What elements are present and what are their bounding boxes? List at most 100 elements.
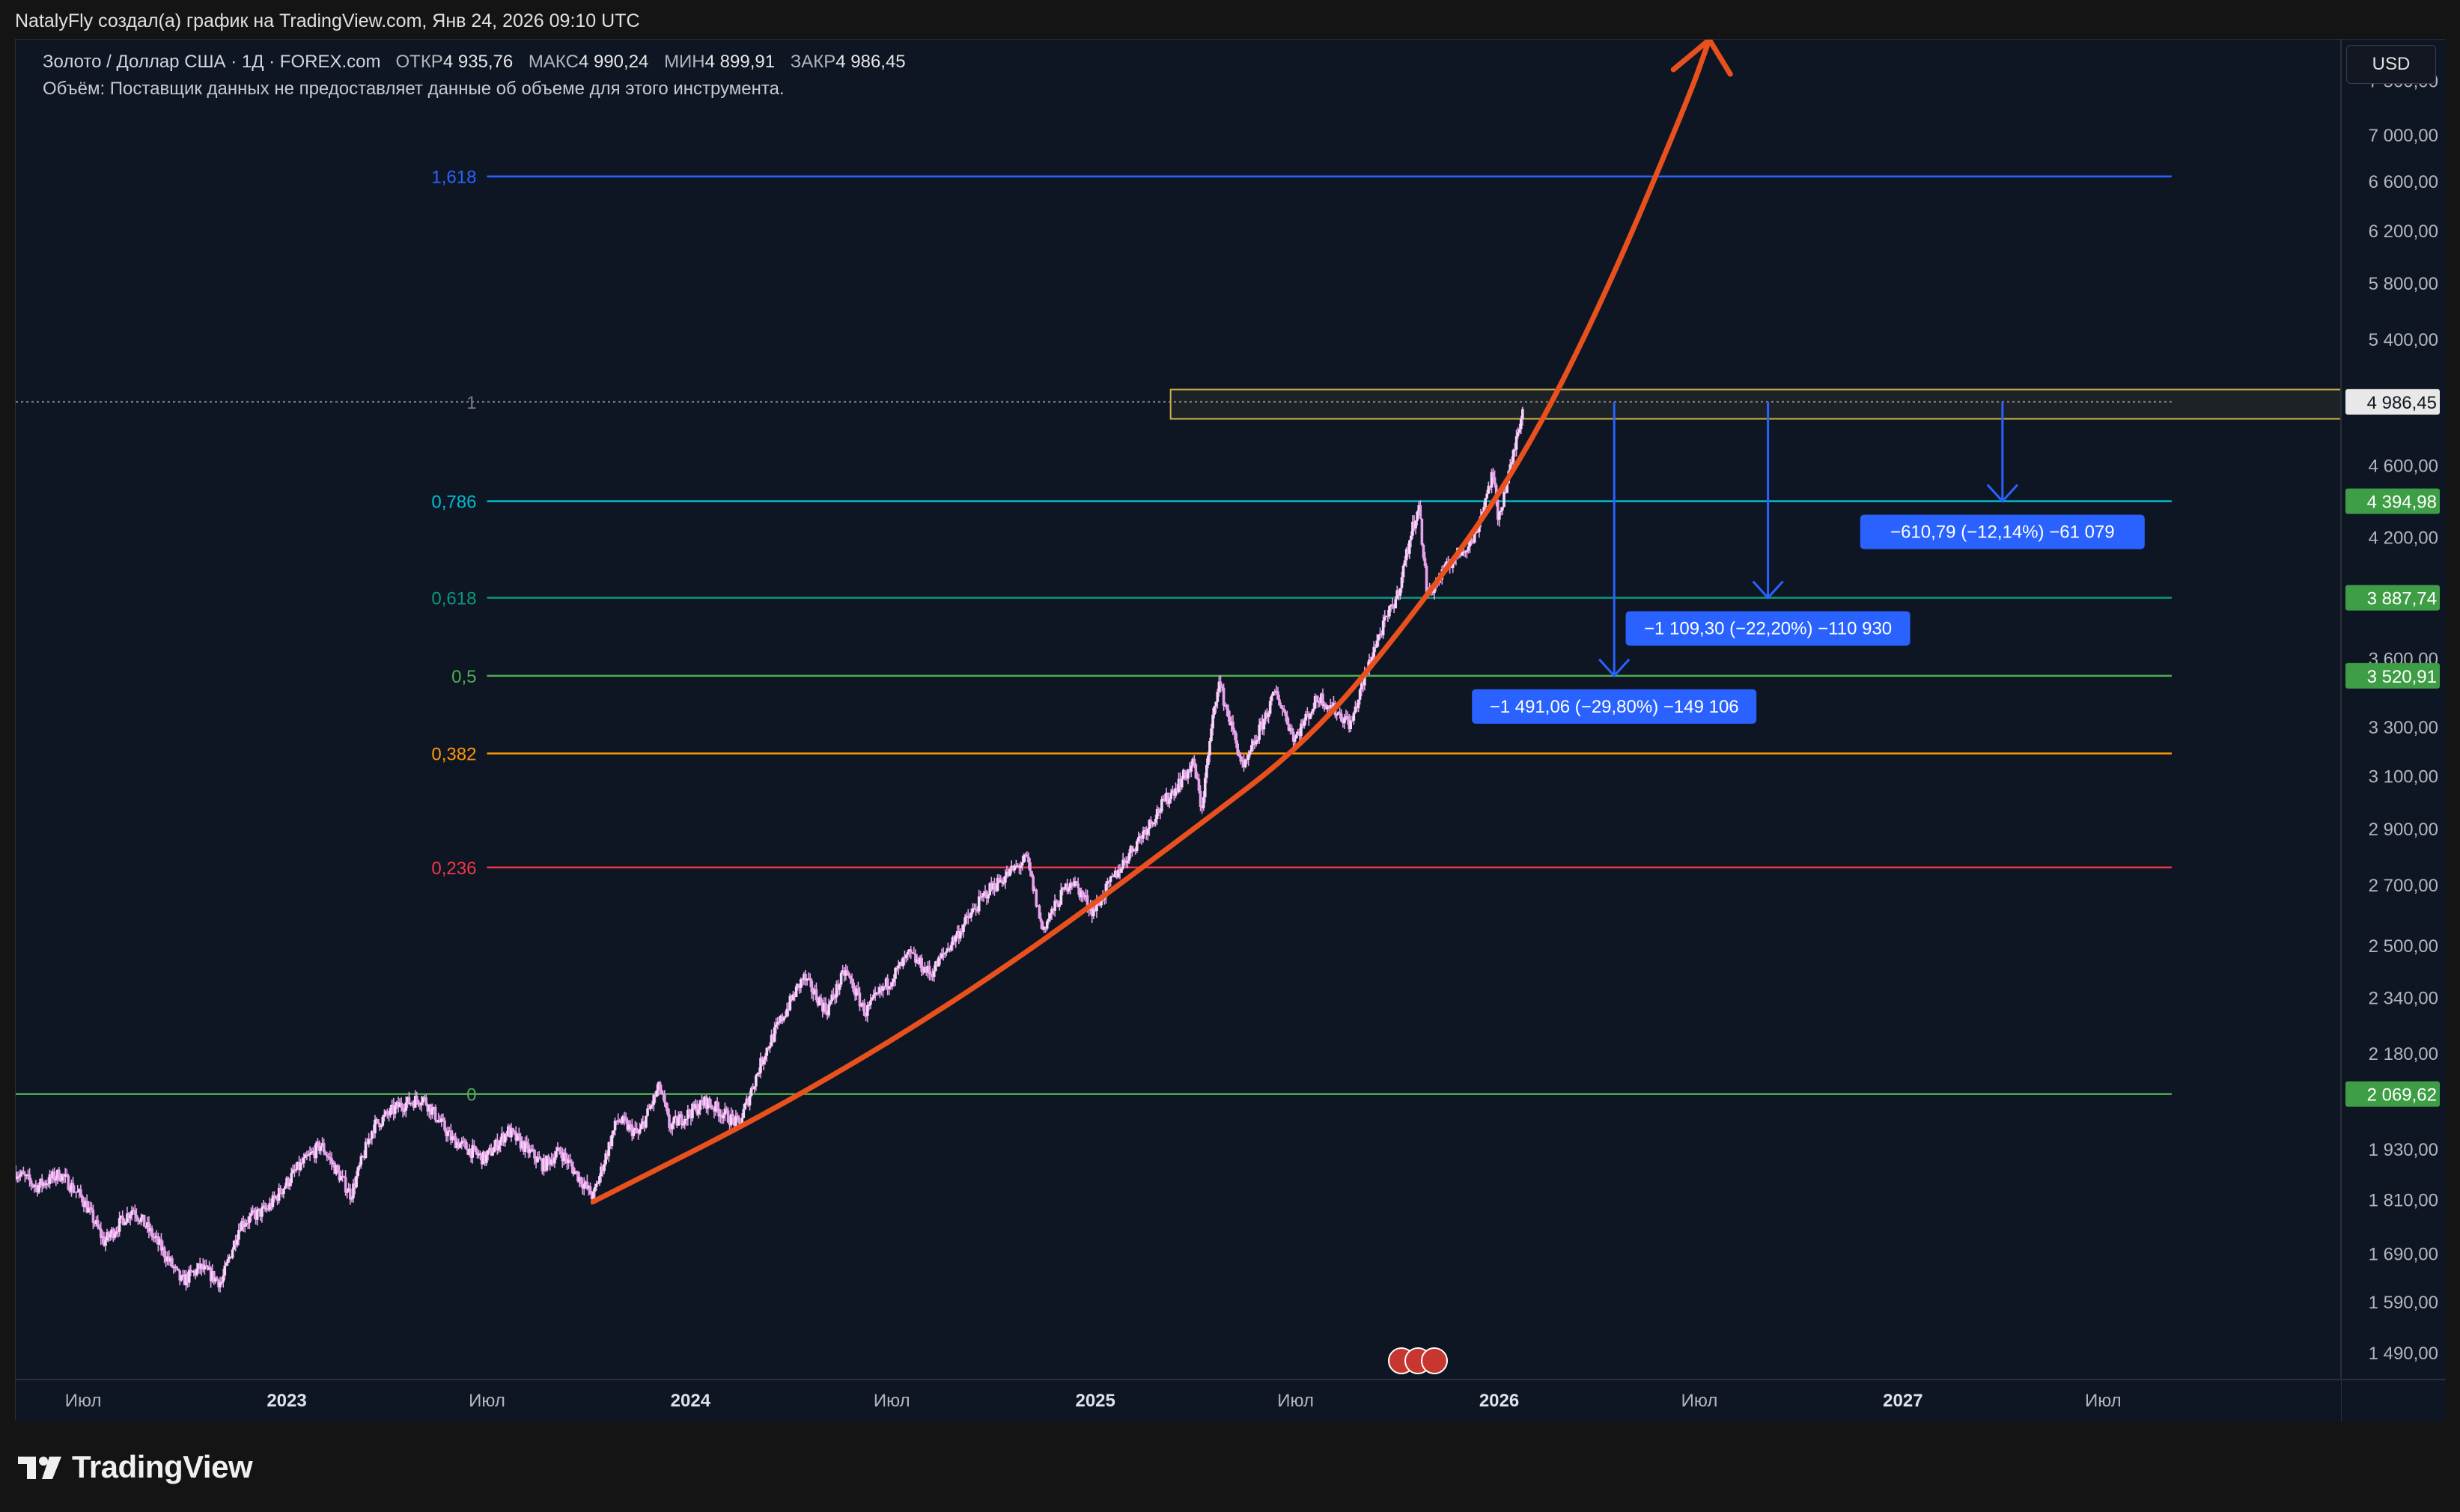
candle bbox=[1307, 711, 1311, 726]
candle bbox=[1169, 788, 1173, 804]
candle bbox=[1016, 863, 1020, 868]
candle bbox=[432, 1106, 436, 1111]
candle bbox=[648, 1103, 651, 1110]
candle bbox=[113, 1228, 117, 1240]
candle bbox=[480, 1153, 484, 1169]
time-axis-panel[interactable] bbox=[16, 1380, 2341, 1421]
candle bbox=[832, 987, 835, 1001]
currency-button[interactable]: USD bbox=[2346, 45, 2436, 84]
candle bbox=[123, 1218, 126, 1226]
candle bbox=[1237, 749, 1241, 757]
price-chart[interactable]: 1,618 1 0,786 0,618 0,5 0,382 0,236 0 −610,79 (… bbox=[16, 40, 2446, 1421]
candle bbox=[1301, 719, 1304, 729]
candle bbox=[711, 1105, 714, 1110]
candle bbox=[633, 1121, 637, 1134]
x-axis-tick-label: 2026 bbox=[1479, 1391, 1519, 1411]
candle bbox=[723, 1103, 727, 1121]
candle bbox=[231, 1247, 234, 1260]
candle bbox=[387, 1110, 391, 1122]
tradingview-logo[interactable]: TradingView bbox=[16, 1449, 253, 1485]
candle bbox=[942, 947, 945, 961]
candle bbox=[1287, 717, 1291, 732]
candle bbox=[61, 1173, 64, 1184]
candle bbox=[1248, 749, 1252, 757]
candle bbox=[138, 1220, 141, 1225]
price-axis-panel[interactable] bbox=[2341, 40, 2446, 1421]
parabolic-arc-line[interactable] bbox=[590, 40, 1712, 1204]
candle bbox=[275, 1194, 279, 1206]
candle bbox=[561, 1147, 564, 1168]
candle bbox=[812, 987, 815, 1002]
candle bbox=[22, 1166, 25, 1175]
candle bbox=[1414, 520, 1417, 534]
candle bbox=[651, 1100, 654, 1109]
candle bbox=[1187, 769, 1190, 784]
candle bbox=[378, 1122, 381, 1131]
candle bbox=[1045, 919, 1049, 931]
candle bbox=[1420, 518, 1424, 546]
candle bbox=[181, 1269, 185, 1278]
candle bbox=[946, 942, 950, 952]
y-axis-tick-label: 2 900,00 bbox=[2369, 820, 2438, 840]
candle bbox=[458, 1142, 462, 1149]
candle bbox=[774, 1017, 778, 1034]
candle bbox=[1403, 555, 1407, 567]
candle bbox=[731, 1109, 734, 1124]
candle bbox=[291, 1164, 295, 1174]
candle bbox=[442, 1113, 445, 1122]
candle bbox=[1047, 912, 1050, 924]
candle bbox=[1146, 827, 1150, 841]
candle bbox=[978, 891, 982, 900]
candle bbox=[897, 960, 900, 975]
candle bbox=[620, 1117, 623, 1125]
candle bbox=[797, 984, 801, 994]
resistance-zone-box[interactable] bbox=[1169, 388, 2342, 420]
measure-tool[interactable]: −1 491,06 (−29,80%) −149 106 bbox=[1472, 401, 1757, 724]
candle bbox=[1026, 851, 1029, 858]
measure-tool[interactable]: −1 109,30 (−22,20%) −110 930 bbox=[1625, 401, 1911, 646]
chart-area[interactable]: 1,618 1 0,786 0,618 0,5 0,382 0,236 0 −610,79 (… bbox=[15, 39, 2446, 1421]
candle bbox=[842, 967, 846, 982]
candle bbox=[153, 1232, 156, 1243]
candle bbox=[364, 1138, 368, 1159]
candle bbox=[910, 951, 914, 954]
candle bbox=[451, 1130, 454, 1143]
candle bbox=[745, 1095, 749, 1105]
candle bbox=[222, 1269, 225, 1288]
candle bbox=[781, 1013, 784, 1025]
candle bbox=[1112, 874, 1115, 878]
candle bbox=[1517, 423, 1521, 434]
candle bbox=[784, 1010, 787, 1019]
candle bbox=[621, 1115, 624, 1125]
candle bbox=[1110, 872, 1114, 878]
candle bbox=[457, 1138, 460, 1150]
candle bbox=[277, 1183, 281, 1204]
x-axis-tick-label: 2027 bbox=[1883, 1391, 1922, 1411]
parabolic-arc bbox=[590, 40, 1733, 1204]
candle bbox=[1033, 885, 1037, 892]
candle bbox=[945, 948, 949, 957]
candle bbox=[214, 1276, 217, 1284]
candle bbox=[407, 1091, 411, 1105]
us-event-icon[interactable] bbox=[1421, 1347, 1448, 1374]
candle bbox=[1304, 710, 1308, 725]
measure-tool[interactable]: −610,79 (−12,14%) −61 079 bbox=[1860, 401, 2145, 549]
candle bbox=[671, 1121, 674, 1136]
candle bbox=[126, 1207, 129, 1224]
candle bbox=[332, 1159, 335, 1168]
open-value: 4 935,76 bbox=[442, 52, 514, 72]
candle bbox=[433, 1104, 437, 1123]
candle bbox=[1256, 736, 1259, 744]
candle bbox=[68, 1185, 72, 1194]
candle bbox=[285, 1176, 288, 1189]
candle bbox=[532, 1144, 535, 1153]
candle bbox=[861, 1000, 865, 1011]
candle bbox=[1123, 857, 1126, 866]
candle bbox=[1471, 540, 1475, 544]
candle bbox=[1378, 627, 1382, 640]
candle bbox=[868, 1002, 871, 1010]
candle bbox=[1052, 908, 1055, 915]
candle bbox=[144, 1225, 147, 1229]
candle bbox=[974, 903, 978, 916]
candle bbox=[85, 1194, 88, 1214]
